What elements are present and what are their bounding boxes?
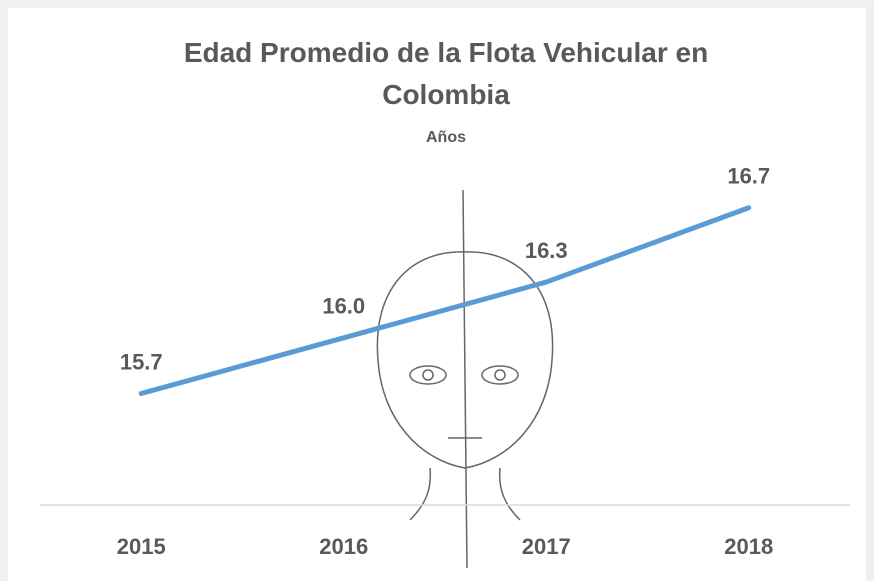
x-tick-label: 2018 [724,534,773,559]
data-label: 16.3 [525,238,568,263]
page: {"chart_data": {"type": "line", "title":… [0,0,874,581]
x-tick-label: 2015 [117,534,166,559]
chart: Edad Promedio de la Flota Vehicular enCo… [0,0,874,581]
data-label: 15.7 [120,349,163,374]
chart-subtitle: Años [426,129,466,146]
x-tick-label: 2017 [522,534,571,559]
x-tick-label: 2016 [319,534,368,559]
data-label: 16.0 [322,294,365,319]
data-label: 16.7 [727,164,770,189]
